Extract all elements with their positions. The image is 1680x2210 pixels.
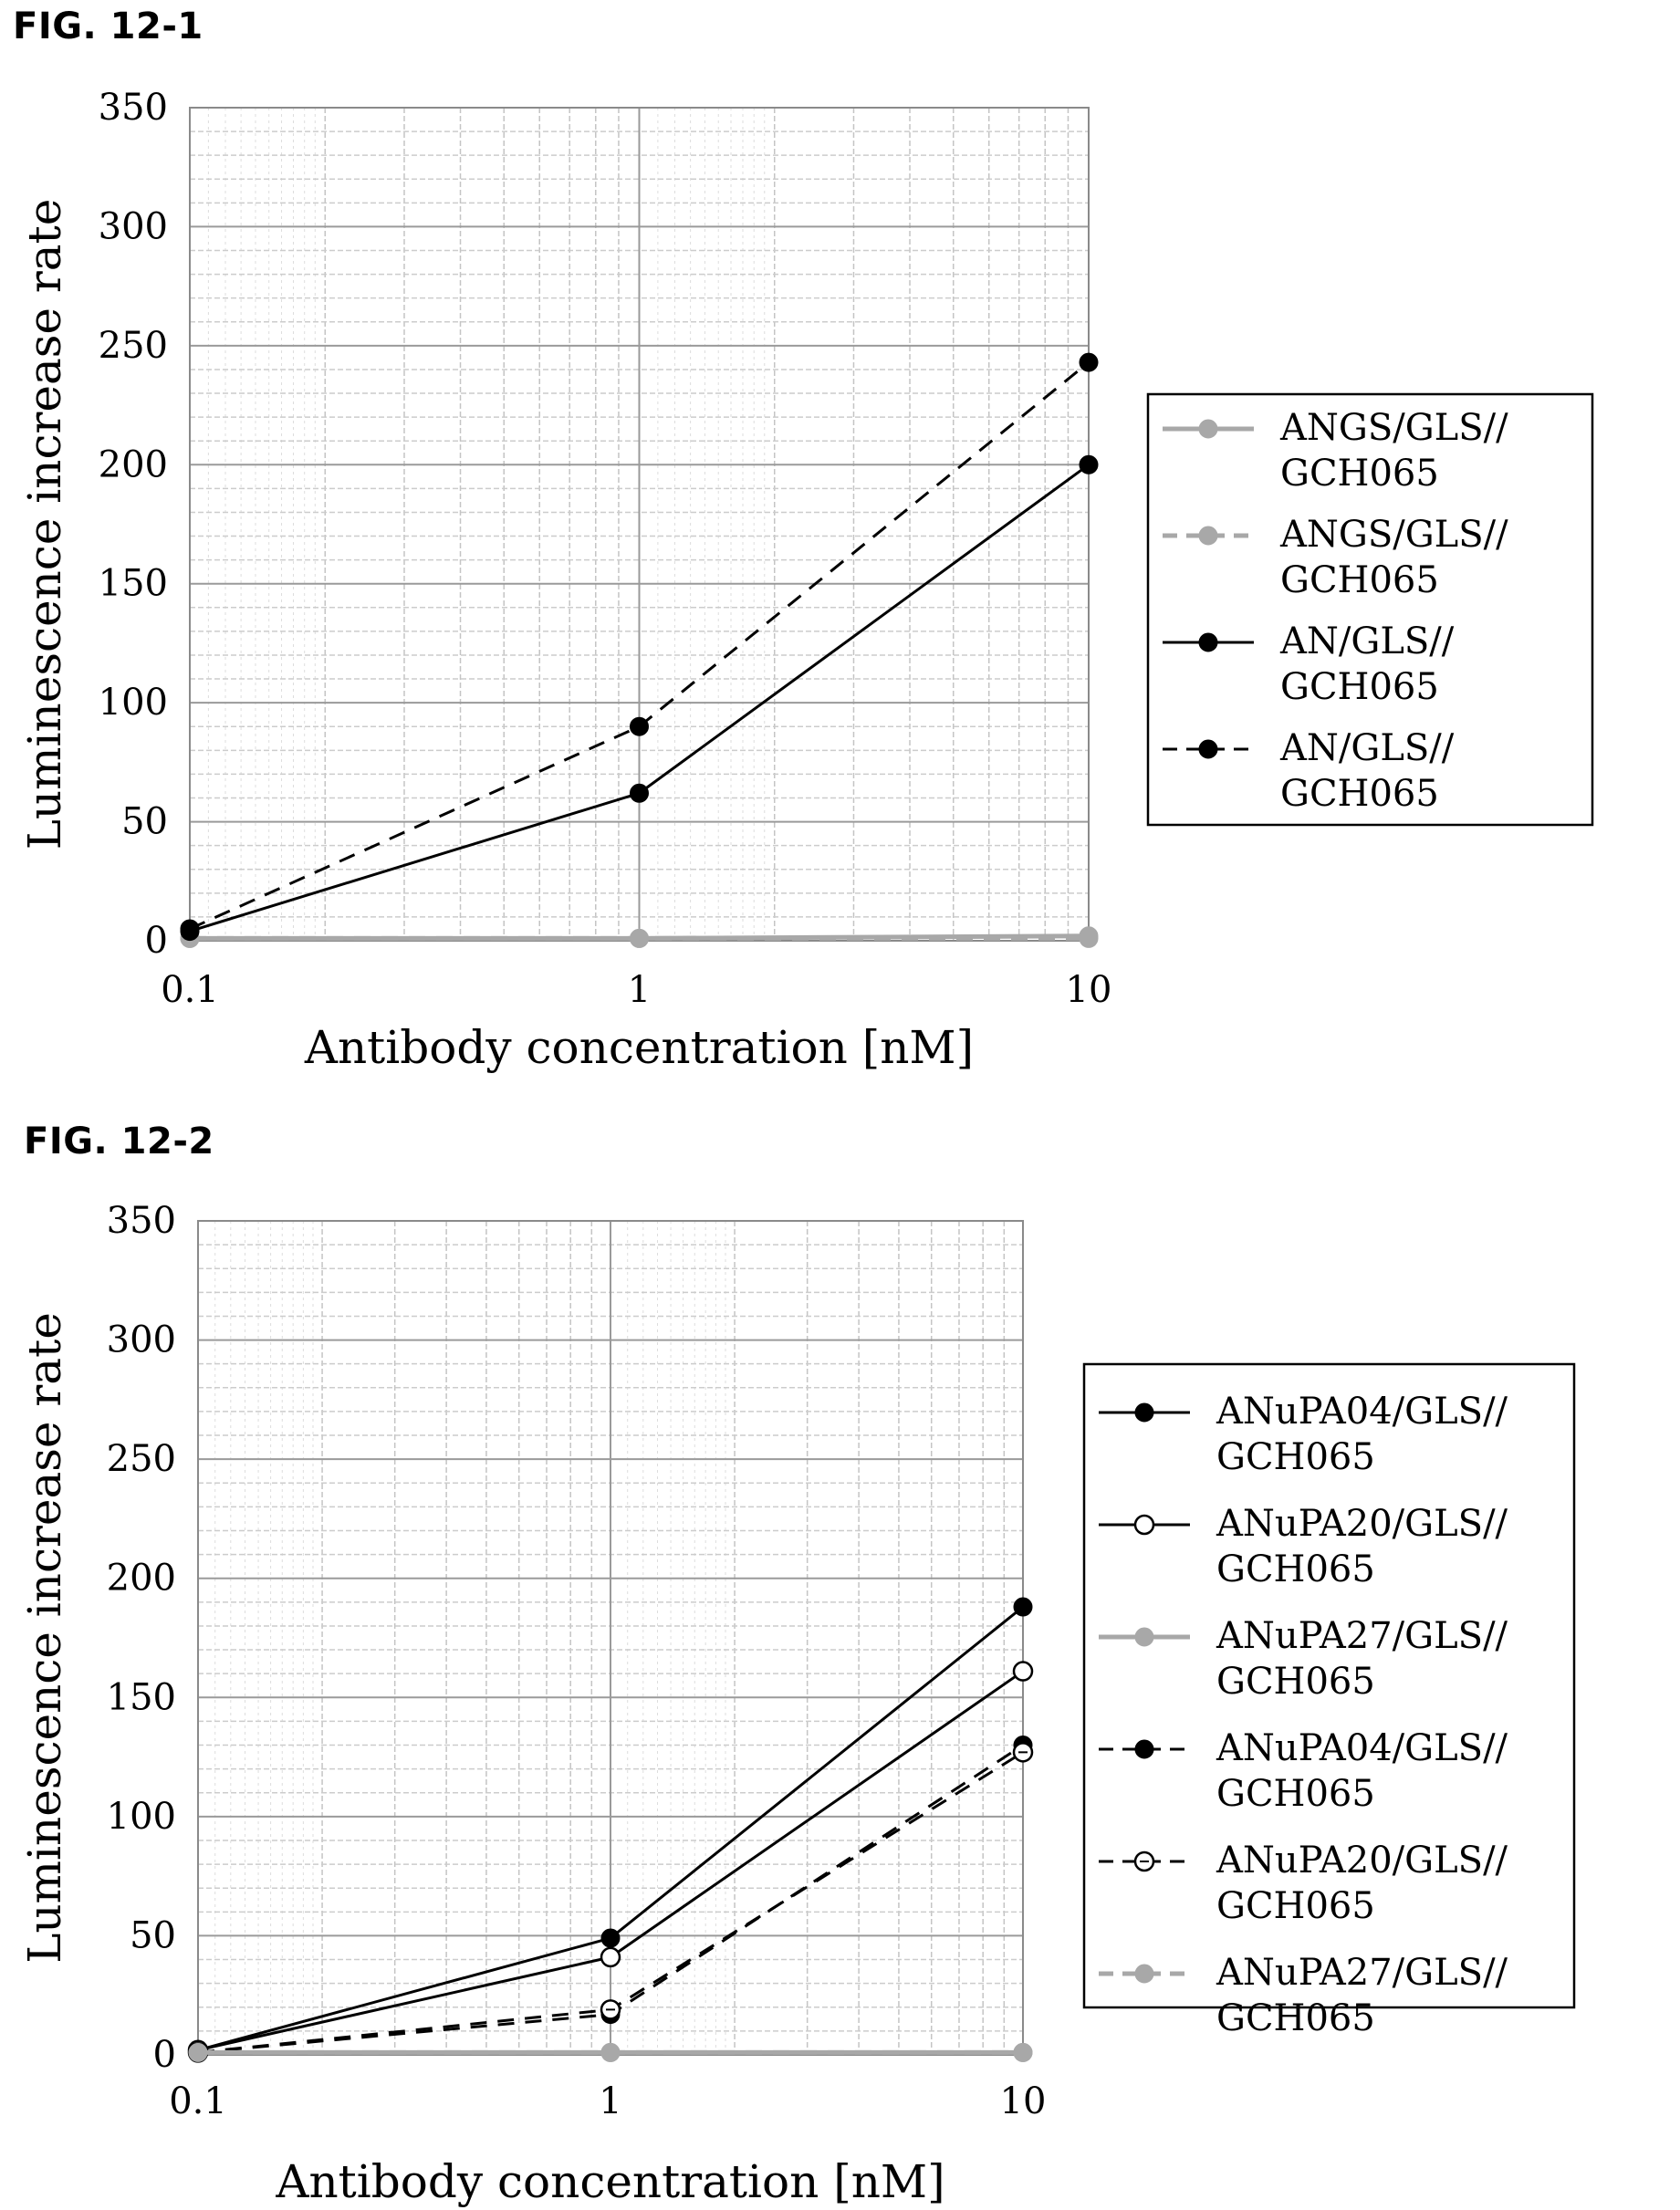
legend-item: AN/GLS//GCH065 — [1163, 620, 1455, 708]
grid — [190, 108, 1089, 941]
x-tick-label: 1 — [599, 2080, 621, 2122]
y-tick-label: 250 — [107, 1438, 176, 1480]
y-tick-label: 100 — [99, 682, 168, 724]
legend-item: ANGS/GLS//GCH065 — [1163, 514, 1508, 601]
y-tick-label: 200 — [107, 1558, 176, 1600]
y-tick-label: 50 — [121, 801, 168, 843]
x-tick-label: 10 — [1000, 2080, 1047, 2122]
y-axis-title: Luminescence increase rate — [18, 1312, 71, 1964]
legend-item: ANuPA27/GLS//GCH065 — [1099, 1952, 1508, 2039]
y-tick-label: 0 — [153, 2034, 176, 2076]
data-point — [1012, 1661, 1034, 1682]
legend-label: GCH065 — [1216, 1436, 1375, 1478]
x-axis-title: Antibody concentration [nM] — [304, 1021, 974, 1074]
legend-label: AN/GLS// — [1279, 727, 1455, 769]
data-point — [188, 2042, 208, 2062]
y-tick-label: 200 — [99, 443, 168, 485]
x-tick-label: 0.1 — [169, 2080, 227, 2122]
legend-label: GCH065 — [1280, 453, 1439, 495]
chart-2: 0 50 100 150 200 250 300 350 0.1 1 10 Antibody conc… — [18, 1200, 1576, 2208]
grid — [198, 1221, 1023, 2055]
y-tick-label: 250 — [99, 325, 168, 367]
legend-swatch-marker — [1198, 739, 1218, 759]
x-axis-title: Antibody concentration [nM] — [275, 2155, 944, 2208]
legend-swatch-marker — [1134, 1964, 1154, 1984]
x-tick-label: 0.1 — [161, 969, 219, 1011]
legend-item: ANuPA20/GLS//GCH065 — [1099, 1503, 1508, 1590]
legend-label: GCH065 — [1280, 559, 1439, 601]
y-tick-label: 350 — [99, 87, 168, 129]
figure-label-2: FIG. 12-2 — [24, 1121, 214, 1162]
legend-item: ANuPA04/GLS//GCH065 — [1099, 1391, 1508, 1478]
data-point — [630, 716, 649, 736]
y-tick-label: 150 — [107, 1676, 176, 1718]
legend-label: GCH065 — [1280, 666, 1439, 708]
legend-item: ANuPA20/GLS//GCH065 — [1099, 1840, 1508, 1927]
legend-label: ANuPA27/GLS// — [1216, 1615, 1508, 1657]
y-tick-label: 150 — [99, 563, 168, 605]
data-point — [600, 1928, 621, 1948]
y-tick-label: 0 — [145, 920, 168, 962]
legend-label: ANuPA04/GLS// — [1216, 1727, 1508, 1769]
y-tick-label: 300 — [107, 1319, 176, 1361]
legend-label: AN/GLS// — [1279, 620, 1455, 662]
legend-label: ANuPA04/GLS// — [1216, 1391, 1508, 1433]
legend-swatch-marker — [1198, 632, 1218, 652]
legend-label: ANGS/GLS// — [1279, 407, 1508, 449]
x-tick-label: 1 — [628, 969, 651, 1011]
chart-1: 0 50 100 150 200 250 300 350 0.1 1 10 Antibody conc… — [18, 87, 1594, 1074]
y-tick-label: 300 — [99, 205, 168, 247]
legend-label: GCH065 — [1280, 773, 1439, 815]
legend: ANGS/GLS//GCH065ANGS/GLS//GCH065AN/GLS//… — [1146, 392, 1594, 827]
data-point — [1079, 928, 1099, 948]
series-6 — [188, 2042, 1033, 2062]
legend-label: ANuPA20/GLS// — [1216, 1503, 1508, 1545]
legend-label: ANGS/GLS// — [1279, 514, 1508, 556]
legend-label: GCH065 — [1216, 1885, 1375, 1927]
legend-swatch-marker — [1134, 1627, 1154, 1647]
y-tick-label: 100 — [107, 1796, 176, 1838]
y-axis-title: Luminescence increase rate — [18, 199, 71, 850]
legend-label: ANuPA27/GLS// — [1216, 1952, 1508, 1994]
legend-label: ANuPA20/GLS// — [1216, 1840, 1508, 1882]
legend-box — [1082, 1362, 1576, 2009]
x-tick-label: 10 — [1066, 969, 1112, 1011]
data-point — [630, 783, 649, 803]
legend-label: GCH065 — [1216, 1773, 1375, 1815]
legend-item: ANuPA27/GLS//GCH065 — [1099, 1615, 1508, 1703]
data-point — [600, 1946, 621, 1968]
y-tick-label: 350 — [107, 1200, 176, 1242]
data-point — [180, 919, 200, 939]
legend-swatch-marker — [1198, 526, 1218, 546]
data-point — [630, 928, 649, 948]
legend-swatch-marker — [1198, 419, 1218, 439]
legend-label: GCH065 — [1216, 1661, 1375, 1703]
legend-swatch-marker — [1134, 1402, 1154, 1423]
legend-box — [1146, 392, 1594, 827]
legend-label: GCH065 — [1216, 1997, 1375, 2039]
data-point — [600, 2042, 621, 2062]
series-4 — [180, 352, 1099, 939]
legend-swatch-marker — [1133, 1514, 1155, 1536]
legend-item: AN/GLS//GCH065 — [1163, 727, 1455, 815]
legend-swatch-marker — [1134, 1739, 1154, 1759]
data-point — [1013, 2042, 1033, 2062]
y-tick-label: 50 — [130, 1914, 176, 1956]
data-point — [1079, 454, 1099, 474]
figure-label-1: FIG. 12-1 — [13, 5, 203, 47]
legend-item: ANuPA04/GLS//GCH065 — [1099, 1727, 1508, 1815]
data-point — [1079, 352, 1099, 372]
legend-label: GCH065 — [1216, 1548, 1375, 1590]
legend-item: ANGS/GLS//GCH065 — [1163, 407, 1508, 495]
legend: ANuPA04/GLS//GCH065ANuPA20/GLS//GCH065AN… — [1082, 1362, 1576, 2039]
data-point — [1013, 1597, 1033, 1617]
